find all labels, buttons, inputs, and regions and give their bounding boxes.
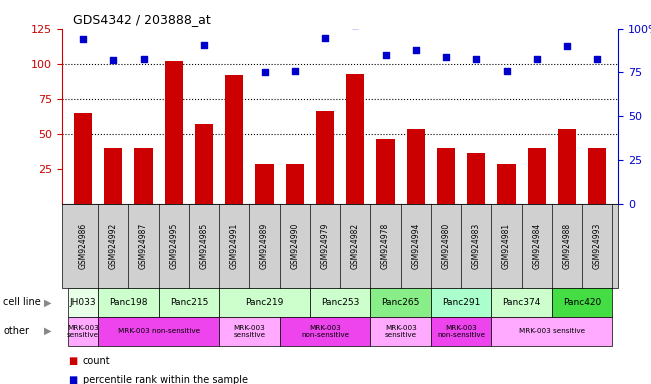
Text: GSM924986: GSM924986 (79, 223, 87, 269)
Point (532, 55, 542, 61)
Text: GDS4342 / 203888_at: GDS4342 / 203888_at (73, 13, 211, 26)
Bar (286, 164, 304, 204)
Bar (558, 129, 576, 204)
Text: GSM924994: GSM924994 (411, 223, 421, 269)
Bar (528, 147, 546, 204)
Bar (407, 129, 425, 204)
Text: GSM924980: GSM924980 (441, 223, 450, 269)
Bar (104, 147, 122, 204)
Bar (225, 75, 243, 204)
Bar (135, 147, 152, 204)
Text: Panc420: Panc420 (563, 298, 602, 307)
Point (108, 57, 118, 63)
Point (471, 55, 482, 61)
Point (441, 54, 451, 60)
Point (259, 70, 270, 76)
Text: Panc198: Panc198 (109, 298, 148, 307)
Point (138, 55, 148, 61)
Text: GSM924985: GSM924985 (199, 223, 208, 269)
Text: Panc215: Panc215 (170, 298, 208, 307)
Text: MRK-003
sensitive: MRK-003 sensitive (385, 325, 417, 338)
Text: Panc253: Panc253 (321, 298, 359, 307)
Point (411, 47, 421, 53)
Bar (255, 164, 273, 204)
Point (562, 43, 572, 49)
Bar (589, 147, 606, 204)
Text: ■: ■ (68, 356, 77, 366)
Text: GSM924995: GSM924995 (169, 223, 178, 269)
Point (320, 35, 330, 41)
Bar (165, 61, 183, 204)
Text: MRK-003
sensitive: MRK-003 sensitive (233, 325, 266, 338)
Point (78, 36, 89, 42)
Bar (316, 111, 334, 204)
Point (199, 41, 209, 48)
Text: GSM924978: GSM924978 (381, 223, 390, 269)
Text: cell line: cell line (3, 297, 41, 308)
Text: MRK-003 sensitive: MRK-003 sensitive (519, 328, 585, 334)
Text: count: count (83, 356, 110, 366)
Text: GSM924988: GSM924988 (562, 223, 572, 269)
Text: GSM924983: GSM924983 (472, 223, 481, 269)
Bar (376, 139, 395, 204)
Text: MRK-003
non-sensitive: MRK-003 non-sensitive (301, 325, 349, 338)
Text: ▶: ▶ (44, 326, 51, 336)
Text: Panc219: Panc219 (245, 298, 284, 307)
Point (229, 20, 240, 26)
Point (592, 55, 602, 61)
Text: GSM924982: GSM924982 (351, 223, 360, 269)
Point (169, 19, 179, 25)
Text: Panc291: Panc291 (442, 298, 480, 307)
Bar (467, 153, 486, 204)
Text: GSM924981: GSM924981 (502, 223, 511, 269)
Bar (437, 147, 455, 204)
Bar (195, 124, 213, 204)
Text: MRK-003 non-sensitive: MRK-003 non-sensitive (118, 328, 200, 334)
Bar (74, 113, 92, 204)
Point (380, 52, 391, 58)
Text: Panc374: Panc374 (503, 298, 541, 307)
Text: MRK-003
sensitive: MRK-003 sensitive (67, 325, 99, 338)
Text: other: other (3, 326, 29, 336)
Text: GSM924987: GSM924987 (139, 223, 148, 269)
Text: percentile rank within the sample: percentile rank within the sample (83, 375, 247, 384)
Point (501, 68, 512, 74)
Text: Panc265: Panc265 (381, 298, 420, 307)
Text: JH033: JH033 (70, 298, 96, 307)
Text: GSM924991: GSM924991 (230, 223, 239, 269)
Text: MRK-003
non-sensitive: MRK-003 non-sensitive (437, 325, 485, 338)
Text: ■: ■ (68, 375, 77, 384)
Text: GSM924992: GSM924992 (109, 223, 118, 269)
Bar (497, 164, 516, 204)
Text: GSM924989: GSM924989 (260, 223, 269, 269)
Point (290, 68, 300, 74)
Text: ▶: ▶ (44, 297, 51, 308)
Text: GSM924990: GSM924990 (290, 223, 299, 269)
Text: GSM924979: GSM924979 (320, 223, 329, 269)
Point (350, 22, 361, 28)
Bar (346, 73, 365, 204)
Text: GSM924984: GSM924984 (533, 223, 541, 269)
Text: GSM924993: GSM924993 (593, 223, 602, 269)
